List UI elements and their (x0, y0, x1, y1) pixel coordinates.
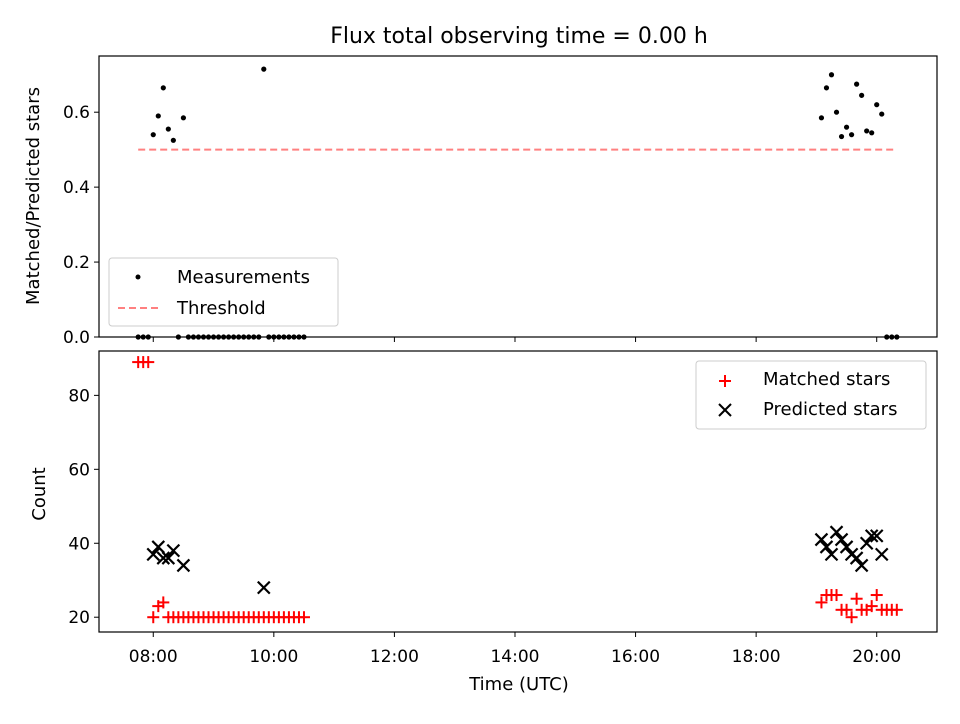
x-tick-label: 10:00 (249, 647, 298, 667)
predicted-star-point (814, 532, 829, 547)
predicted-star-point (834, 532, 849, 547)
bottom-plot-frame (98, 350, 938, 633)
matched-star-point (890, 603, 903, 616)
y-tick-label: 20 (68, 608, 90, 628)
legend-measurements: Measurements (177, 267, 310, 288)
x-tick-label: 16:00 (611, 647, 660, 667)
predicted-star-point (874, 547, 889, 562)
measurement-point (879, 111, 885, 117)
x-tick-label: 08:00 (129, 647, 178, 667)
matched-star-point (815, 596, 828, 609)
chart-title: Flux total observing time = 0.00 h (330, 24, 708, 49)
top-legend-box (108, 257, 339, 327)
measurement-point (833, 109, 840, 115)
y-tick-label: 0.2 (63, 253, 90, 273)
y-tick-label: 40 (68, 534, 90, 554)
measurement-point (170, 137, 176, 143)
matched-star-point (147, 611, 160, 624)
legend-matched-stars: Matched stars (763, 369, 890, 390)
predicted-star-point (156, 551, 171, 565)
top-y-axis-label: Matched/Predicted stars (23, 87, 44, 305)
bottom-axes: 08:00 10:00 12:00 14:00 16:00 18:00 20:00 20 40… (29, 350, 938, 695)
legend-predicted-marker (718, 403, 732, 417)
measurement-point (818, 115, 825, 121)
x-tick-label: 20:00 (852, 647, 901, 667)
y-tick-label: 0.4 (63, 178, 90, 198)
measurement-point (838, 133, 845, 140)
bottom-y-ticks: 20 40 60 80 (68, 386, 99, 628)
matched-star-point (157, 596, 170, 609)
bottom-legend: Matched stars Predicted stars (695, 360, 927, 430)
legend-predicted-stars: Predicted stars (763, 399, 897, 420)
matched-star-point (840, 603, 853, 616)
predicted-star-point (864, 529, 879, 543)
measurement-point (874, 102, 880, 108)
matched-star-point (870, 589, 883, 602)
legend-matched-marker (719, 375, 731, 387)
matched-star-point (850, 592, 863, 605)
predicted-star-point (819, 540, 834, 554)
x-tick-label: 18:00 (732, 647, 781, 667)
predicted-star-point (854, 558, 869, 573)
predicted-star-point (257, 580, 271, 595)
measurement-point (160, 85, 166, 91)
predicted-star-point (824, 547, 839, 562)
measurement-point (828, 72, 835, 78)
top-x-ticks (152, 337, 878, 342)
x-tick-label: 12:00 (370, 647, 419, 667)
top-legend: Measurements Threshold (108, 257, 339, 327)
bottom-x-ticks: 08:00 10:00 12:00 14:00 16:00 18:00 20:00 (129, 632, 901, 667)
predicted-star-point (161, 551, 176, 565)
predicted-star-point (176, 558, 191, 573)
matched-star-point (845, 611, 858, 624)
legend-threshold: Threshold (176, 298, 266, 319)
measurement-point (859, 92, 865, 98)
measurement-point (854, 81, 860, 87)
predicted-star-point (839, 540, 854, 554)
matched-star-point (297, 611, 310, 624)
top-axes: 0.0 0.2 0.4 0.6 Matched/Predicted stars Mea… (23, 55, 938, 348)
y-tick-label: 0.0 (63, 328, 90, 348)
predicted-star-point (859, 536, 874, 551)
bottom-legend-box (695, 360, 927, 430)
matched-star-point (865, 600, 878, 613)
top-plot-frame (98, 55, 938, 338)
y-tick-label: 0.6 (63, 103, 90, 123)
legend-measurement-marker (135, 274, 141, 280)
predicted-star-point (849, 551, 864, 565)
predicted-star-point (151, 540, 166, 554)
predicted-star-point (829, 525, 844, 539)
measurement-point (848, 132, 855, 138)
measurement-point (261, 66, 267, 72)
measurement-point (843, 124, 850, 130)
top-y-ticks: 0.0 0.2 0.4 0.6 (63, 103, 99, 348)
predicted-star-point (146, 547, 161, 562)
measurement-point (150, 132, 156, 138)
y-tick-label: 60 (68, 460, 90, 480)
measurement-point (823, 85, 830, 91)
y-tick-label: 80 (68, 386, 90, 406)
x-axis-label: Time (UTC) (468, 674, 569, 695)
bottom-y-axis-label: Count (29, 467, 50, 520)
count-points (132, 356, 903, 624)
measurement-point (155, 113, 161, 119)
x-tick-label: 14:00 (490, 647, 539, 667)
matched-star-point (830, 589, 843, 602)
measurement-point (864, 128, 870, 134)
measurement-point (869, 130, 875, 136)
measurement-point (180, 115, 187, 121)
predicted-star-point (166, 543, 181, 558)
measurement-point (165, 126, 171, 132)
matched-star-point (142, 356, 155, 369)
predicted-star-point (869, 529, 884, 543)
